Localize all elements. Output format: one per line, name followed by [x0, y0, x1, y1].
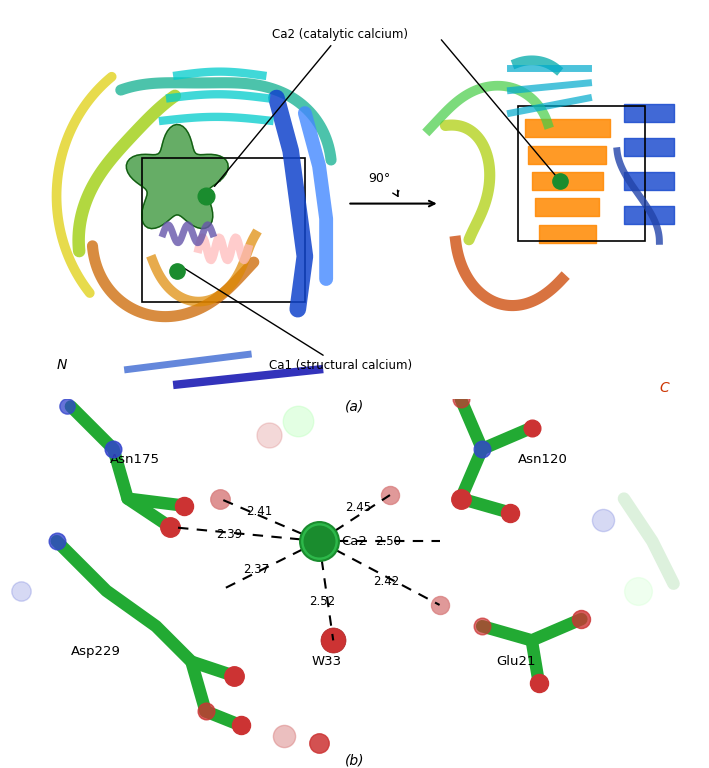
- Text: Ca2 (catalytic calcium): Ca2 (catalytic calcium): [214, 28, 408, 187]
- Text: Asn120: Asn120: [518, 453, 567, 466]
- Text: Glu21: Glu21: [496, 655, 536, 668]
- Text: Asp229: Asp229: [71, 644, 121, 657]
- Text: Ca2: Ca2: [342, 535, 367, 548]
- Text: N: N: [57, 359, 67, 372]
- Text: 2.45: 2.45: [345, 501, 371, 514]
- Text: (a): (a): [345, 400, 364, 414]
- Text: C: C: [659, 381, 669, 395]
- Text: 2.37: 2.37: [244, 563, 269, 576]
- Text: 90°: 90°: [368, 172, 391, 185]
- Text: 2.41: 2.41: [245, 505, 272, 518]
- Text: Asn175: Asn175: [110, 453, 160, 466]
- Text: W33: W33: [311, 655, 341, 668]
- Text: 2.52: 2.52: [310, 595, 335, 608]
- Text: 2.50: 2.50: [375, 535, 401, 548]
- Text: 2.39: 2.39: [216, 528, 242, 541]
- Text: Ca1 (structural calcium): Ca1 (structural calcium): [179, 266, 412, 372]
- Polygon shape: [126, 124, 228, 229]
- Text: (b): (b): [345, 753, 364, 767]
- Text: 2.42: 2.42: [373, 575, 400, 588]
